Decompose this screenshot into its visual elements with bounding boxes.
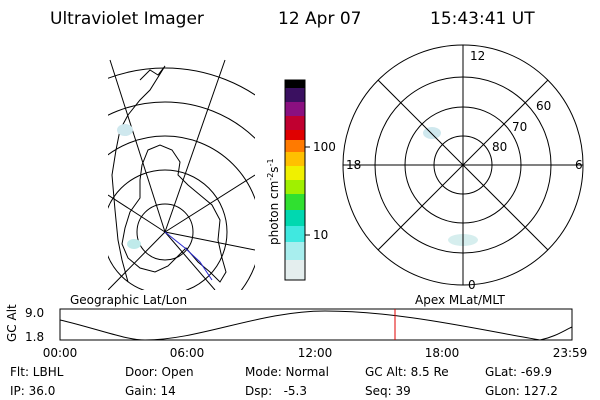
status-field: Seq: 39 xyxy=(365,384,411,398)
label-part: s xyxy=(267,166,281,172)
mlt-label: 6 xyxy=(575,158,583,172)
status-field: IP: 36.0 xyxy=(10,384,55,398)
status-field: GLon: 127.2 xyxy=(485,384,558,398)
x-tick-label: 00:00 xyxy=(43,346,78,360)
label-part: -2 xyxy=(266,173,275,181)
mlat-label: 60 xyxy=(536,99,551,113)
label-part: -1 xyxy=(266,158,275,166)
mlat-label: 70 xyxy=(512,120,527,134)
colorbar-label: photon cm-2s-1 xyxy=(266,158,281,245)
time: 15:43:41 UT xyxy=(430,9,535,29)
date: 12 Apr 07 xyxy=(278,9,361,29)
status-field: GLat: -69.9 xyxy=(485,365,552,379)
mlt-label: 18 xyxy=(346,158,361,172)
mlat-label: 80 xyxy=(492,140,507,154)
caption: Apex MLat/MLT xyxy=(415,293,505,307)
colorbar-tick: 100 xyxy=(313,140,336,154)
altitude-plot: GC Alt 9.0 1.8 00:00 06:00 12:00 18:00 2… xyxy=(5,304,587,360)
y-tick-label: 1.8 xyxy=(25,330,44,344)
mlt-label: 12 xyxy=(470,49,485,63)
status-field: Mode: Normal xyxy=(245,365,329,379)
x-tick-label: 06:00 xyxy=(170,346,205,360)
x-tick-label: 23:59 xyxy=(553,346,588,360)
status-field: Gain: 14 xyxy=(125,384,176,398)
status-field: Dsp: -5.3 xyxy=(245,384,307,398)
status-field: Door: Open xyxy=(125,365,194,379)
x-tick-label: 18:00 xyxy=(425,346,460,360)
colorbar: 100 10 photon cm-2s-1 xyxy=(266,79,336,281)
geographic-map xyxy=(108,59,255,290)
status-field: Flt: LBHL xyxy=(10,365,64,379)
title: Ultraviolet Imager xyxy=(50,9,204,29)
label-part: photon cm xyxy=(267,181,281,245)
polar-plot: 12 18 6 0 60 70 80 xyxy=(342,44,584,292)
mlt-label: 0 xyxy=(468,278,476,292)
status-field: GC Alt: 8.5 Re xyxy=(365,365,449,379)
caption: Geographic Lat/Lon xyxy=(70,293,187,307)
status-block: Flt: LBHL Door: Open Mode: Normal GC Alt: 8… xyxy=(10,365,558,398)
y-tick-label: 9.0 xyxy=(25,306,44,320)
colorbar-tick: 10 xyxy=(313,228,328,242)
y-label: GC Alt xyxy=(5,304,19,342)
x-tick-label: 12:00 xyxy=(298,346,333,360)
